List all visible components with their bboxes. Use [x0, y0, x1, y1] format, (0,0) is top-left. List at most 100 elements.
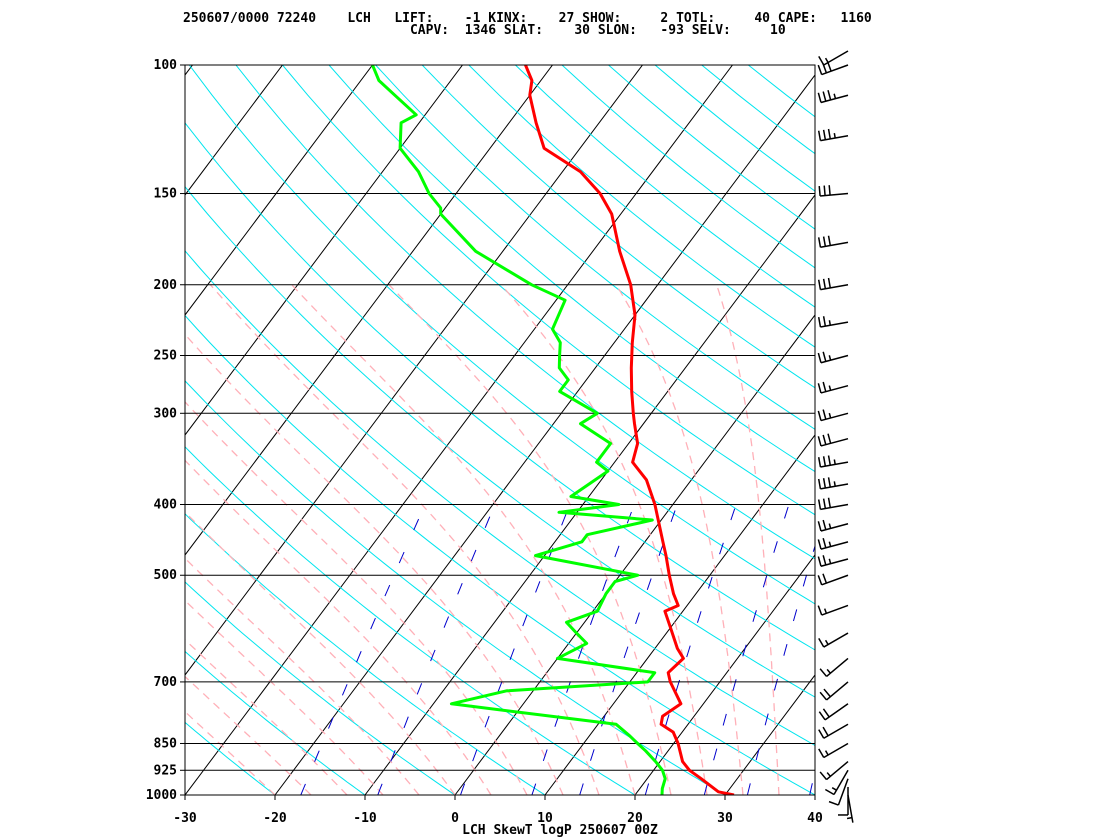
wind-barb: [819, 761, 849, 781]
wind-barb-half-flag: [846, 816, 853, 820]
wind-barb: [819, 681, 849, 701]
wind-barb-flag: [817, 457, 822, 468]
isotherm-line: [544, 434, 815, 795]
isotherm-line: [905, 65, 1120, 795]
wind-barb-staff: [823, 632, 849, 648]
wind-barb-flag: [822, 456, 827, 467]
wind-barb-flag: [822, 351, 827, 362]
isotherm-line: [814, 794, 815, 795]
moist-adiabat: [615, 284, 744, 795]
moist-adiabat: [185, 400, 528, 795]
wind-barb: [818, 742, 849, 759]
wind-barb-flag: [818, 55, 825, 66]
wind-barb-flag: [817, 64, 823, 75]
wind-barb: [817, 433, 849, 447]
wind-barb-staff: [824, 703, 849, 721]
isotherm-line: [185, 65, 553, 556]
wind-barb-half-flag: [824, 57, 829, 63]
wind-barb-flag: [824, 788, 835, 796]
y-tick-label: 400: [154, 498, 178, 513]
wind-barb-staff: [823, 50, 849, 66]
wind-barb-flag: [823, 185, 826, 196]
moist-adiabat: [185, 710, 276, 795]
dry-adiabat: [375, 65, 815, 430]
wind-barb-staff: [823, 742, 849, 759]
isotherm-line: [185, 65, 373, 316]
wind-barb: [818, 723, 849, 739]
wind-barb-flag: [827, 497, 832, 508]
wind-barb-flag: [817, 130, 822, 141]
wind-barb-flag: [817, 539, 822, 550]
wind-barb-flag: [817, 499, 822, 510]
wind-barb: [817, 604, 849, 616]
wind-barb: [828, 778, 849, 806]
wind-barb-flag: [817, 92, 822, 103]
wind-barb-flag: [817, 279, 822, 290]
dewpoint-line: [371, 65, 667, 795]
series-group: [371, 65, 735, 795]
wind-barb-half-flag: [828, 320, 832, 326]
dry-adiabat: [185, 446, 636, 795]
wind-barb-half-flag: [828, 385, 832, 391]
wind-barb-flag: [819, 771, 828, 781]
x-tick-label: -10: [353, 811, 377, 826]
y-tick-label: 250: [154, 348, 178, 363]
wind-barb: [817, 235, 849, 249]
chart-title: LCH SkewT logP 250607 00Z: [462, 823, 658, 838]
wind-barb-flag: [819, 691, 828, 701]
wind-barb-flag: [827, 277, 832, 289]
wind-barb-flag: [827, 477, 832, 488]
grid-lines: [0, 65, 1120, 795]
mixing-ratio-line: [644, 504, 737, 795]
dry-adiabat: [701, 65, 815, 155]
isotherm-line: [454, 314, 815, 795]
dry-adiabat: [185, 185, 815, 698]
y-tick-label: 100: [154, 58, 178, 73]
x-tick-label: 40: [807, 811, 823, 826]
wind-barb: [817, 128, 849, 142]
dry-adiabat: [282, 65, 815, 516]
y-tick-label: 150: [154, 187, 178, 202]
wind-barb-half-flag: [826, 668, 831, 674]
wind-barb-flag: [817, 521, 822, 532]
mixing-ratio-line: [377, 504, 496, 795]
wind-barb-flag: [822, 478, 827, 489]
wind-barb-half-flag: [833, 93, 837, 99]
wind-barb-half-flag: [824, 750, 829, 756]
wind-barb: [818, 632, 849, 648]
mixing-ratio-line: [300, 504, 426, 795]
isotherm-line: [634, 554, 815, 795]
moist-adiabat: [185, 599, 384, 795]
plot-area: [0, 65, 1120, 795]
wind-barb-flag: [826, 61, 832, 72]
dry-adiabat: [654, 65, 815, 192]
wind-barb: [817, 497, 849, 511]
wind-barb-flag: [822, 236, 827, 247]
wind-barb: [817, 409, 849, 422]
x-tick-label: -30: [173, 811, 197, 826]
wind-barb: [824, 769, 849, 796]
x-tick-label: -20: [263, 811, 287, 826]
wind-barb-flag: [827, 128, 832, 140]
wind-barb-flag: [827, 90, 832, 101]
header-line-1: 250607/0000 72240 LCH LIFT: -1 KINX: 27 …: [183, 11, 872, 26]
moist-adiabat: [716, 284, 780, 795]
y-tick-label: 925: [154, 763, 177, 778]
wind-barb-flag: [822, 708, 830, 718]
wind-barb: [817, 90, 849, 104]
mixing-ratio-line: [460, 504, 571, 795]
y-tick-label: 300: [154, 406, 178, 421]
wind-barb-half-flag: [831, 787, 837, 791]
isotherm-line: [0, 65, 13, 795]
moist-adiabat: [185, 511, 456, 795]
y-tick-label: 200: [154, 278, 178, 293]
wind-barb-staff: [823, 723, 849, 739]
wind-barb-flag: [827, 235, 832, 246]
wind-barb-flag: [817, 352, 822, 363]
wind-barb-half-flag: [828, 355, 832, 361]
wind-barb-staff: [826, 681, 849, 701]
isotherm-line: [185, 65, 733, 795]
wind-barb: [818, 185, 849, 197]
